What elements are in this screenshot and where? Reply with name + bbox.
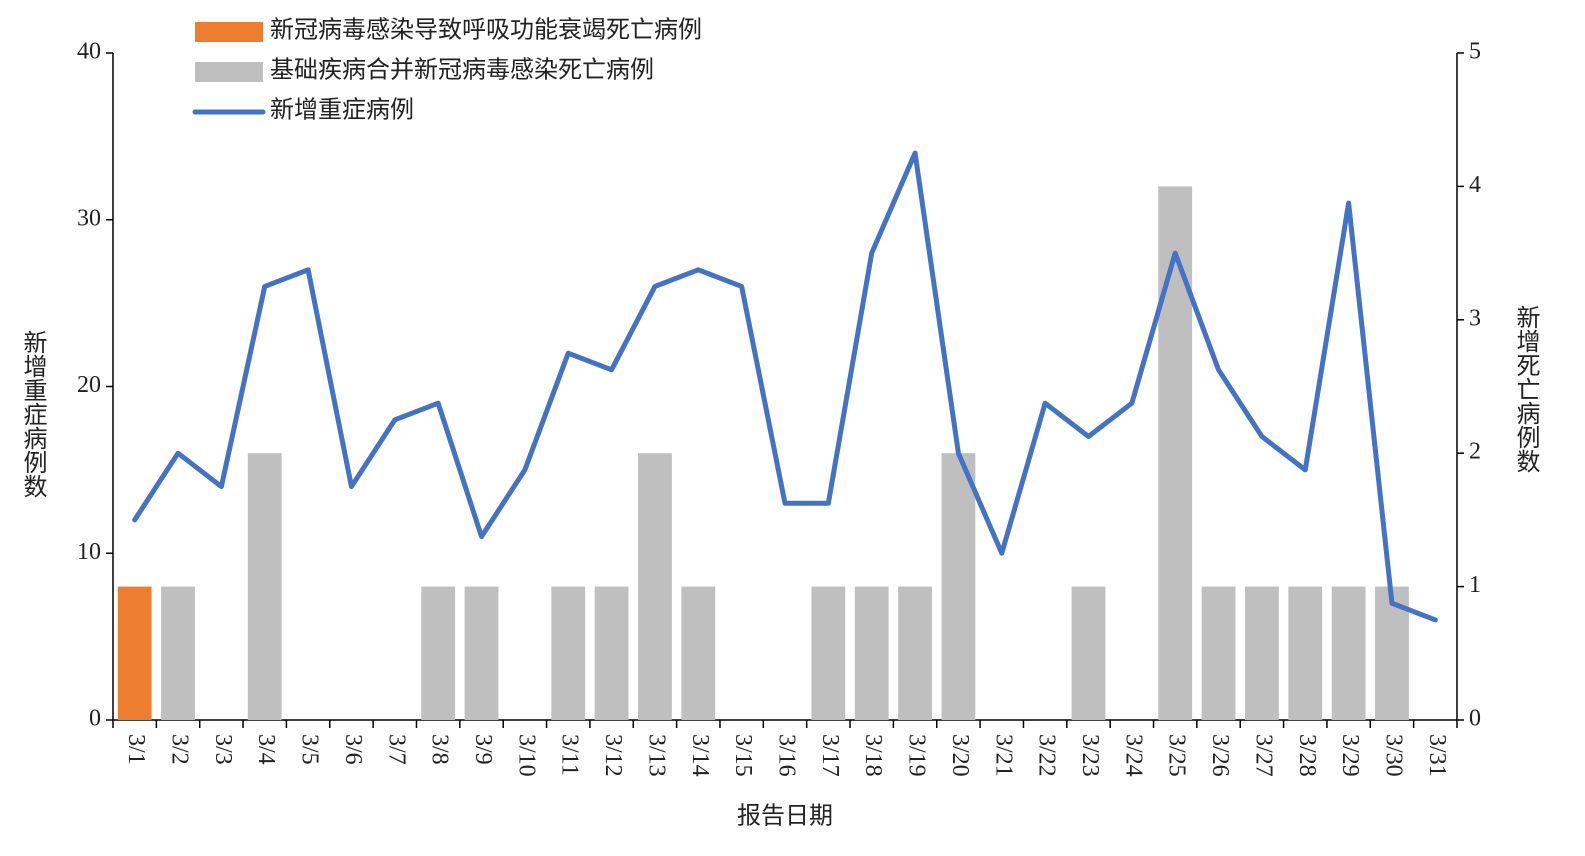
x-tick-label: 3/31 [1424, 734, 1450, 777]
y-tick-label: 40 [77, 39, 101, 65]
x-tick-label: 3/5 [297, 734, 323, 765]
bar [941, 453, 976, 720]
x-tick-label: 3/9 [470, 734, 496, 765]
bar [1071, 586, 1106, 720]
bar [1201, 586, 1236, 720]
y2-tick-label: 1 [1469, 572, 1481, 598]
bar [464, 586, 499, 720]
bar [681, 586, 716, 720]
x-tick-label: 3/23 [1077, 734, 1103, 777]
x-tick-label: 3/26 [1207, 734, 1233, 777]
x-tick-label: 3/4 [253, 734, 279, 765]
y-tick-label: 0 [89, 706, 101, 732]
x-tick-label: 3/12 [600, 734, 626, 777]
bar [551, 586, 586, 720]
y2-tick-label: 5 [1469, 39, 1481, 65]
bar [1331, 586, 1366, 720]
x-tick-label: 3/18 [860, 734, 886, 777]
bar [117, 586, 152, 720]
bar [421, 586, 456, 720]
legend-swatch [195, 62, 263, 82]
bar [594, 586, 629, 720]
y2-tick-label: 4 [1469, 172, 1481, 198]
y2-axis-title: 新增死亡病例数 [1512, 305, 1540, 473]
x-tick-label: 3/16 [773, 734, 799, 777]
x-tick-label: 3/2 [167, 734, 193, 765]
x-tick-label: 3/15 [730, 734, 756, 777]
bar [638, 453, 672, 720]
bar [898, 586, 932, 720]
y-tick-label: 10 [77, 539, 101, 565]
x-tick-label: 3/19 [904, 734, 930, 777]
y2-tick-label: 0 [1469, 706, 1481, 732]
x-tick-label: 3/30 [1380, 734, 1406, 777]
legend-label: 新增重症病例 [270, 97, 414, 124]
bar [1244, 586, 1279, 720]
y-axis-title: 新增重症病例数 [19, 330, 47, 498]
bar [854, 586, 889, 720]
x-tick-label: 3/17 [817, 734, 843, 777]
x-tick-label: 3/28 [1294, 734, 1320, 777]
x-tick-label: 3/20 [947, 734, 973, 777]
legend-label: 新冠病毒感染导致呼吸功能衰竭死亡病例 [270, 17, 702, 44]
x-tick-label: 3/10 [513, 734, 539, 777]
y-tick-label: 30 [77, 205, 101, 231]
legend-swatch [195, 22, 263, 42]
x-tick-label: 3/1 [123, 734, 149, 765]
line [132, 150, 1438, 623]
y2-tick-label: 3 [1469, 305, 1481, 331]
y2-tick-label: 2 [1469, 439, 1481, 465]
bar [1288, 586, 1323, 720]
bar [247, 453, 282, 720]
bar [1158, 186, 1193, 720]
y-tick-label: 20 [77, 372, 101, 398]
x-tick-label: 3/25 [1164, 734, 1190, 777]
x-axis-title: 报告日期 [737, 803, 833, 830]
x-tick-label: 3/13 [643, 734, 669, 777]
x-tick-label: 3/11 [557, 734, 583, 776]
x-tick-label: 3/6 [340, 734, 366, 765]
legend-label: 基础疾病合并新冠病毒感染死亡病例 [270, 57, 654, 84]
x-tick-label: 3/24 [1120, 734, 1146, 777]
x-tick-label: 3/8 [427, 734, 453, 765]
x-tick-label: 3/22 [1034, 734, 1060, 777]
x-tick-label: 3/29 [1337, 734, 1363, 777]
x-tick-label: 3/7 [383, 734, 409, 765]
x-tick-label: 3/14 [687, 734, 713, 777]
x-tick-label: 3/3 [210, 734, 236, 765]
bar [811, 586, 846, 720]
bar [161, 586, 195, 720]
x-tick-label: 3/27 [1250, 734, 1276, 777]
x-tick-label: 3/21 [990, 734, 1016, 777]
